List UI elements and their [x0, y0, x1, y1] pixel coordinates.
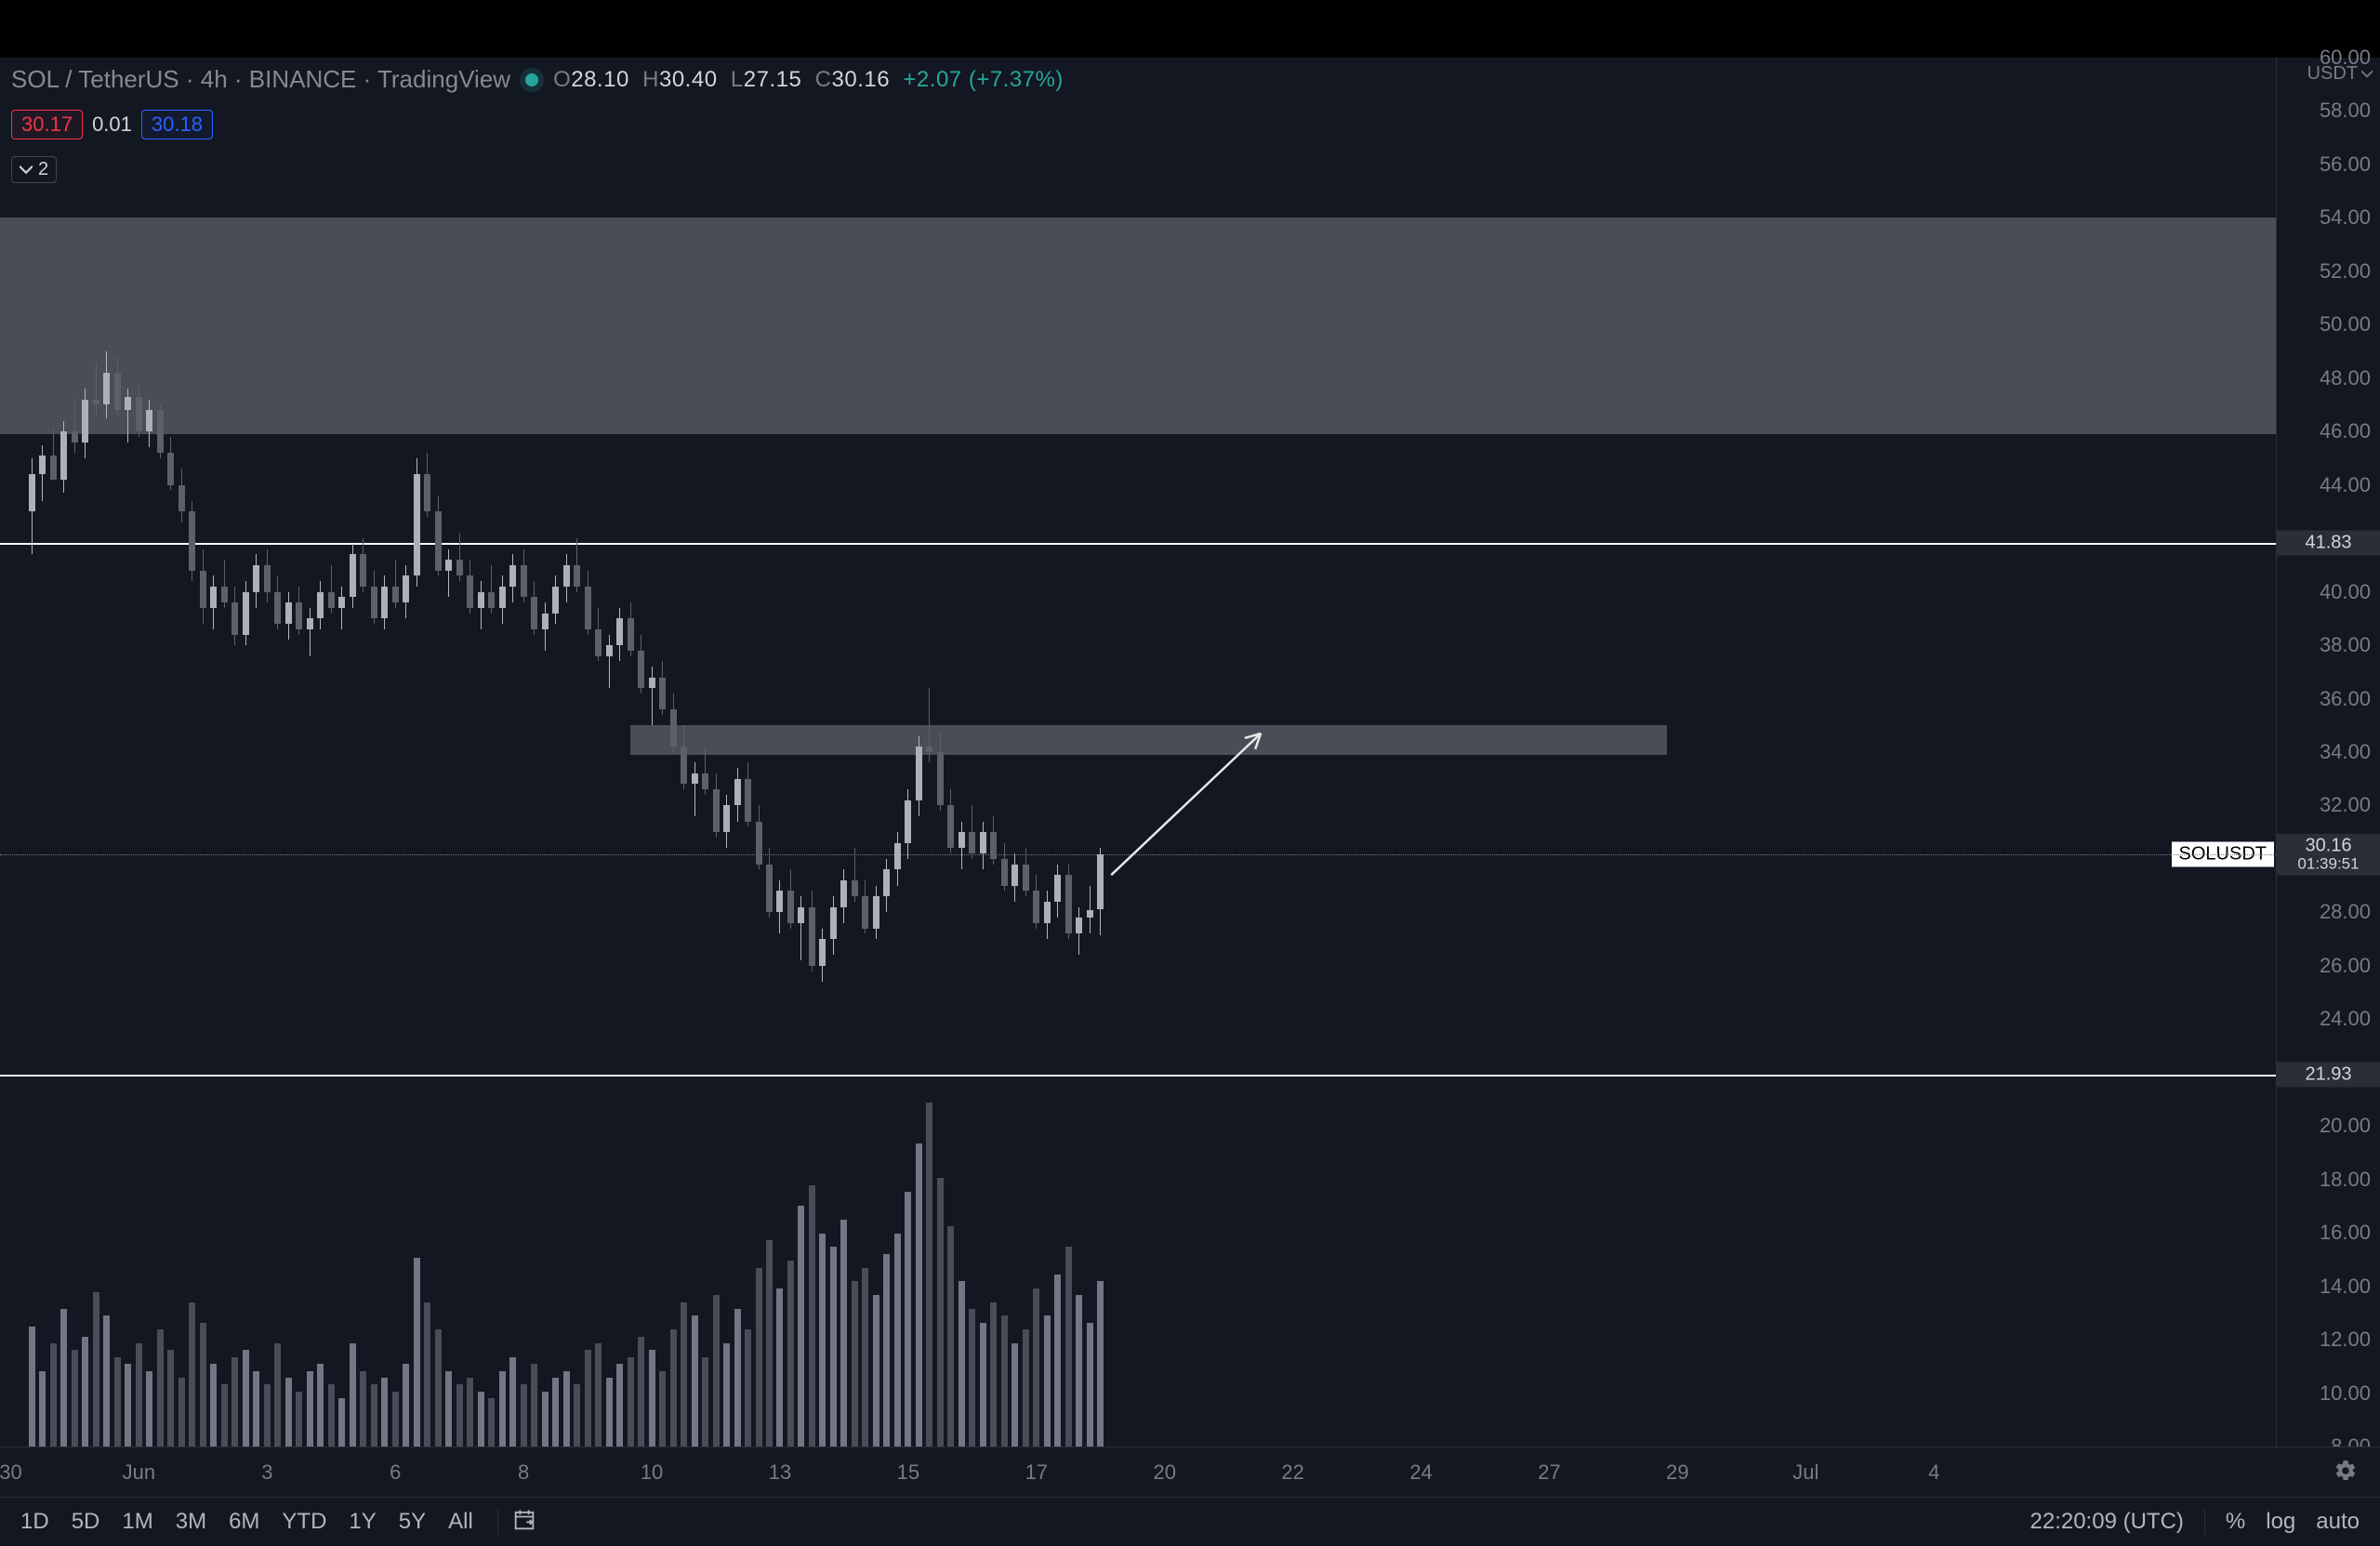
goto-date-button[interactable]: [511, 1507, 537, 1538]
y-tick: 38.00: [2320, 633, 2371, 657]
y-tick: 24.00: [2320, 1007, 2371, 1031]
y-tick: 12.00: [2320, 1328, 2371, 1352]
axis-settings-button[interactable]: [2334, 1459, 2358, 1487]
y-tick: 28.00: [2320, 900, 2371, 924]
x-tick: 27: [1538, 1460, 1560, 1485]
projection-arrow[interactable]: [0, 58, 2276, 1447]
ask-pill[interactable]: 30.18: [141, 110, 213, 139]
x-tick: 22: [1281, 1460, 1303, 1485]
ohlc-readout: O28.10 H30.40 L27.15 C30.16 +2.07 (+7.37…: [553, 67, 1064, 93]
indicator-count: 2: [38, 159, 48, 180]
range-all[interactable]: All: [437, 1509, 484, 1535]
y-tick: 46.00: [2320, 419, 2371, 443]
y-tick: 36.00: [2320, 687, 2371, 711]
log-toggle[interactable]: log: [2266, 1509, 2295, 1535]
x-tick: 30: [0, 1460, 22, 1485]
price-flag: 41.83: [2277, 531, 2380, 556]
x-tick: 10: [641, 1460, 663, 1485]
chevron-down-icon: [20, 164, 33, 177]
y-tick: 60.00: [2320, 46, 2371, 70]
range-1m[interactable]: 1M: [111, 1509, 164, 1535]
x-tick: 8: [518, 1460, 529, 1485]
y-tick: 10.00: [2320, 1381, 2371, 1406]
footer-bar: 1D5D1M3M6MYTD1Y5YAll 22:20:09 (UTC) % lo…: [0, 1497, 2380, 1546]
y-tick: 58.00: [2320, 99, 2371, 123]
y-tick: 34.00: [2320, 740, 2371, 764]
y-tick: 18.00: [2320, 1168, 2371, 1192]
range-1d[interactable]: 1D: [0, 1509, 60, 1535]
divider: [2204, 1509, 2205, 1535]
price-chart-pane[interactable]: SOLUSDT: [0, 58, 2276, 1447]
x-tick: 24: [1409, 1460, 1432, 1485]
x-tick: Jun: [123, 1460, 155, 1485]
symbol-title[interactable]: SOL / TetherUS · 4h · BINANCE · TradingV…: [11, 65, 510, 94]
percent-toggle[interactable]: %: [2226, 1509, 2245, 1535]
divider: [497, 1509, 498, 1535]
last-price-flag: 30.1601:39:51: [2277, 834, 2380, 876]
x-tick: 3: [261, 1460, 272, 1485]
x-tick: 6: [390, 1460, 401, 1485]
symbol-header: SOL / TetherUS · 4h · BINANCE · TradingV…: [11, 65, 1064, 94]
auto-toggle[interactable]: auto: [2316, 1509, 2360, 1535]
y-tick: 48.00: [2320, 366, 2371, 390]
range-3m[interactable]: 3M: [165, 1509, 218, 1535]
range-ytd[interactable]: YTD: [271, 1509, 337, 1535]
x-tick: 17: [1025, 1460, 1048, 1485]
spread-value: 0.01: [92, 112, 132, 137]
x-tick: 4: [1928, 1460, 1939, 1485]
x-tick: 15: [897, 1460, 919, 1485]
chevron-down-icon: [2361, 69, 2373, 80]
y-tick: 44.00: [2320, 473, 2371, 497]
range-5d[interactable]: 5D: [60, 1509, 112, 1535]
indicator-toggle[interactable]: 2: [11, 156, 57, 183]
y-tick: 54.00: [2320, 205, 2371, 230]
range-6m[interactable]: 6M: [218, 1509, 271, 1535]
bid-ask-row: 30.17 0.01 30.18: [11, 110, 213, 139]
y-tick: 14.00: [2320, 1275, 2371, 1299]
y-tick: 16.00: [2320, 1221, 2371, 1245]
y-tick: 20.00: [2320, 1114, 2371, 1138]
y-tick: 26.00: [2320, 954, 2371, 978]
window-titlebar: [0, 0, 2380, 58]
y-tick: 56.00: [2320, 152, 2371, 177]
bid-pill[interactable]: 30.17: [11, 110, 83, 139]
y-tick: 32.00: [2320, 793, 2371, 817]
clock-readout[interactable]: 22:20:09 (UTC): [2030, 1509, 2184, 1535]
range-1y[interactable]: 1Y: [337, 1509, 387, 1535]
x-tick: 13: [769, 1460, 791, 1485]
gear-icon: [2334, 1459, 2358, 1483]
y-tick: 52.00: [2320, 259, 2371, 284]
y-tick: 50.00: [2320, 312, 2371, 337]
x-tick: Jul: [1792, 1460, 1818, 1485]
time-axis[interactable]: 30 Jun 3 6 8 10 13 15 17 20 22 24 27 29 Jul 4: [0, 1447, 2380, 1497]
price-axis[interactable]: USDT 60.0058.0056.0054.0052.0050.0048.00…: [2276, 58, 2380, 1447]
market-status-dot-icon: [525, 73, 538, 86]
y-tick: 40.00: [2320, 580, 2371, 604]
x-tick: 20: [1153, 1460, 1175, 1485]
range-5y[interactable]: 5Y: [388, 1509, 437, 1535]
x-tick: 29: [1666, 1460, 1688, 1485]
calendar-goto-icon: [511, 1507, 537, 1533]
price-flag: 21.93: [2277, 1062, 2380, 1087]
